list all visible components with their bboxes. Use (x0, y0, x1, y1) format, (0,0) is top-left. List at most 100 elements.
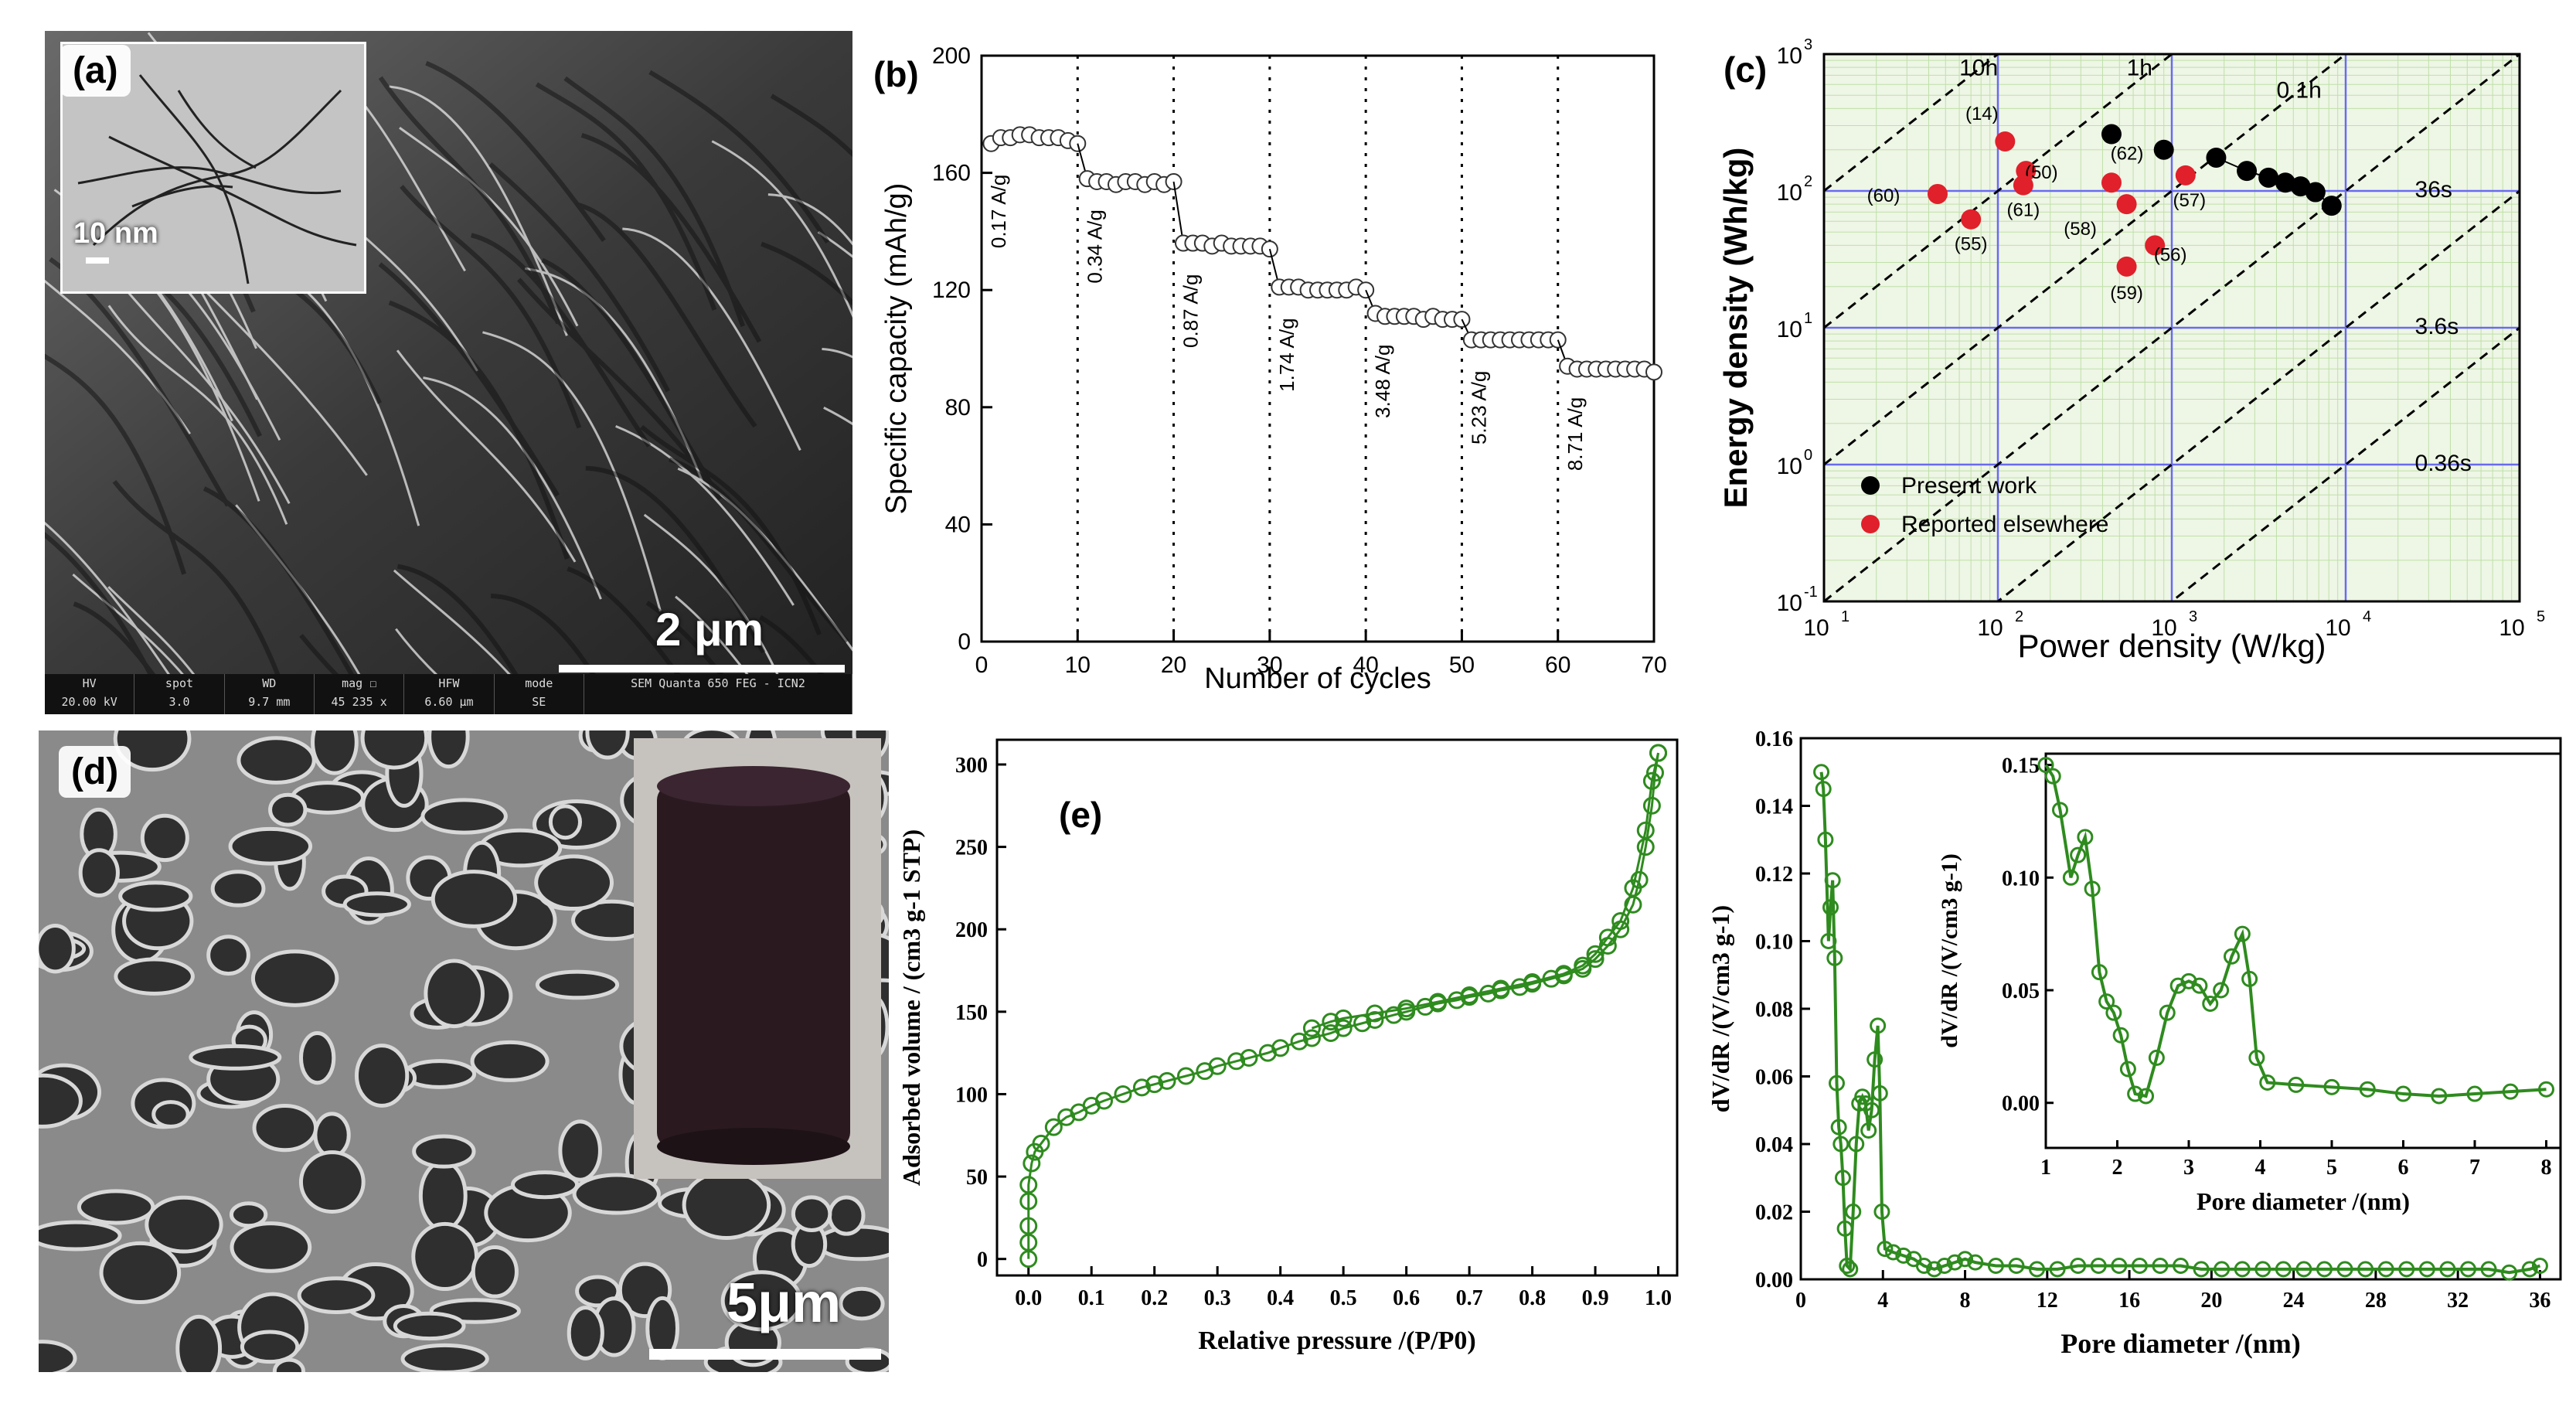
time-line-label: 1h (2127, 55, 2152, 80)
sheet-edge (567, 566, 681, 674)
inset-x-tick-label: 3 (2183, 1156, 2194, 1180)
isotherm-point (1095, 1091, 1114, 1110)
pore (118, 880, 193, 912)
inset-y-tick-label: 0.10 (2002, 867, 2040, 890)
y-tick-label: 200 (955, 918, 988, 942)
y-tick-label: 40 (945, 512, 971, 537)
pore (228, 826, 313, 866)
reported-point (1961, 209, 1982, 230)
isotherm-point (1428, 993, 1447, 1011)
y-tick-exp: 2 (1804, 173, 1812, 190)
psd-point (2357, 1261, 2374, 1278)
psd-point (1871, 1085, 1888, 1102)
x-tick-label: 0 (975, 652, 989, 678)
inset-y-tick-label: 0.00 (2002, 1092, 2040, 1116)
isotherm-point (1492, 979, 1510, 998)
inset-psd-point (2070, 846, 2087, 863)
sheet-edge (378, 76, 561, 325)
x-tick-label: 0.6 (1393, 1286, 1420, 1310)
sheet-edge (112, 479, 281, 674)
pore (237, 736, 316, 785)
databar-cell: HV 20.00 kV (45, 674, 135, 714)
sheet-edge (563, 76, 746, 328)
inset-psd-point (2288, 1076, 2305, 1093)
psd-point (1822, 899, 1839, 916)
inset-x-tick-label: 6 (2398, 1156, 2409, 1180)
panel-d: (d) 5μm (39, 730, 889, 1372)
sheet-edge (389, 85, 568, 336)
x-tick-exp: 1 (1841, 608, 1849, 625)
time-line (1824, 54, 2520, 601)
sheet-edge (45, 353, 187, 575)
databar-cell: WD 9.7 mm (225, 674, 315, 714)
isotherm-point (1636, 821, 1655, 839)
x-tick-exp: 2 (2015, 608, 2023, 625)
sheet-edge (107, 305, 288, 525)
adsorption-line (1027, 752, 1660, 1259)
chart-b: 0 10 20 30 40 50 60 70 0 40 80 120 160 200 Number of c… (873, 43, 1667, 695)
pore (175, 1314, 223, 1372)
psd-point (2234, 1261, 2251, 1278)
sheet-edge (378, 262, 560, 497)
psd-point (2131, 1258, 2148, 1274)
time-line-label: 10h (1959, 55, 1998, 80)
psd-point (2090, 1258, 2107, 1274)
psd-point (2029, 1261, 2046, 1278)
psd-point (2418, 1261, 2435, 1278)
monolith-photo-inset (634, 738, 881, 1179)
sheet-edge (817, 230, 852, 258)
pore (424, 959, 485, 1029)
psd-point (2111, 1258, 2128, 1274)
sheet-edge (615, 424, 795, 606)
reference-label: (62) (2111, 143, 2144, 164)
inset-psd-point (2431, 1088, 2448, 1105)
present-work-point (2206, 147, 2227, 168)
pore (114, 957, 195, 996)
psd-point (2316, 1261, 2333, 1278)
psd-point (1842, 1261, 1859, 1278)
inset-psd-point (2127, 1085, 2144, 1102)
sheet-edge (491, 593, 596, 674)
legend-marker (1861, 515, 1880, 533)
pore (77, 1189, 155, 1225)
pore (510, 1170, 580, 1200)
databar-cell: HFW 6.60 μm (404, 674, 495, 714)
chart-e: 0.0 0.1 0.2 0.3 0.4 0.5 0.6 0.7 0.8 0.9 1.0 0 50 100 1… (897, 738, 1679, 1355)
isotherm-point (1611, 912, 1630, 931)
sheet-edge (585, 465, 766, 654)
databar-cell: mag ☐ 45 235 x (315, 674, 405, 714)
reported-point (2013, 175, 2033, 196)
pore (354, 1044, 410, 1108)
y-tick-label: 300 (955, 754, 988, 778)
pore (682, 1170, 771, 1240)
plot-frame (1822, 53, 2521, 603)
inset-psd-point (2112, 1027, 2129, 1044)
psd-point (1839, 1258, 1856, 1274)
inset-x-tick-label: 7 (2469, 1156, 2480, 1180)
x-tick-label: 20 (2200, 1289, 2222, 1313)
x-tick-exp: 5 (2537, 608, 2545, 625)
reference-label: (14) (1965, 104, 1999, 124)
x-tick-label: 10 (2325, 615, 2350, 641)
y-tick-exp: 0 (1804, 447, 1812, 464)
inset-x-tick-label: 4 (2255, 1156, 2266, 1180)
pore (240, 1330, 300, 1364)
y-tick-label: 0.06 (1755, 1066, 1793, 1090)
psd-point (2439, 1261, 2456, 1278)
chart-f: 0 4 8 12 16 20 24 28 32 360.000.020.040.060.080.1… (1712, 727, 2562, 1359)
isotherm-point (1586, 945, 1604, 963)
inset-psd-point (2202, 995, 2219, 1012)
rate-label: 0.17 A/g (987, 175, 1010, 248)
x-tick-label: 50 (1449, 652, 1475, 678)
x-tick-label: 0.8 (1519, 1286, 1546, 1310)
sheet-edge (396, 349, 577, 563)
sheet-edge (107, 586, 196, 674)
isotherm-point (1271, 1039, 1290, 1057)
y-tick-label: 0.10 (1755, 931, 1793, 955)
isotherm-point (1460, 986, 1479, 1005)
sheet-edge (393, 569, 511, 674)
psd-point (2398, 1261, 2415, 1278)
pore (151, 1100, 190, 1129)
pore (230, 1221, 312, 1273)
